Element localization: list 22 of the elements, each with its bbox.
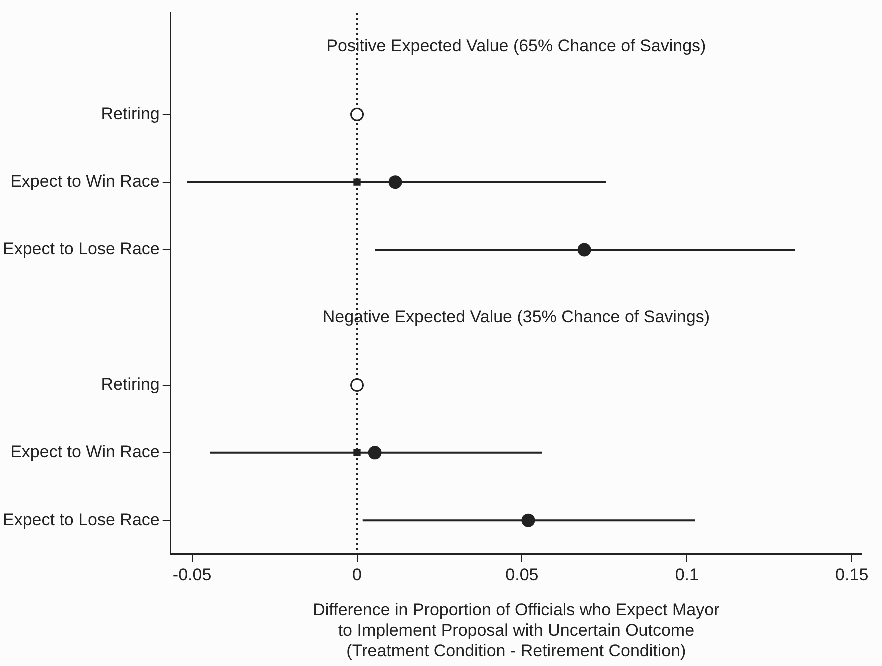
y-tick-label: Retiring — [101, 104, 160, 124]
point — [578, 243, 592, 257]
annotation: Positive Expected Value (65% Chance of Savings) — [326, 36, 706, 56]
y-tick-label: Retiring — [101, 374, 160, 394]
x-tick-label: 0 — [352, 565, 362, 584]
point — [354, 178, 361, 186]
annotation: Negative Expected Value (35% Chance of Savings) — [322, 307, 710, 326]
point — [350, 378, 364, 392]
point — [368, 446, 382, 460]
x-tick-label: 0.05 — [506, 565, 539, 584]
point — [350, 108, 364, 122]
y-tick-label: Expect to Win Race — [10, 172, 160, 192]
x-axis-title: Difference in Proportion of Officials who Expect Mayor to Implement Proposal with Uncertain Outcome (Treatment Condition - Retirement Condition) — [313, 600, 720, 660]
y-tick-label: Expect to Lose Race — [2, 240, 160, 259]
point — [388, 176, 402, 190]
point — [522, 514, 536, 528]
y-tick-label: Expect to Win Race — [10, 442, 160, 462]
x-tick-label: -0.05 — [172, 565, 212, 584]
point — [354, 449, 361, 457]
x-tick-label: 0.1 — [675, 565, 699, 584]
y-tick-label: Expect to Lose Race — [2, 510, 160, 530]
x-tick-label: 0.15 — [836, 565, 869, 584]
